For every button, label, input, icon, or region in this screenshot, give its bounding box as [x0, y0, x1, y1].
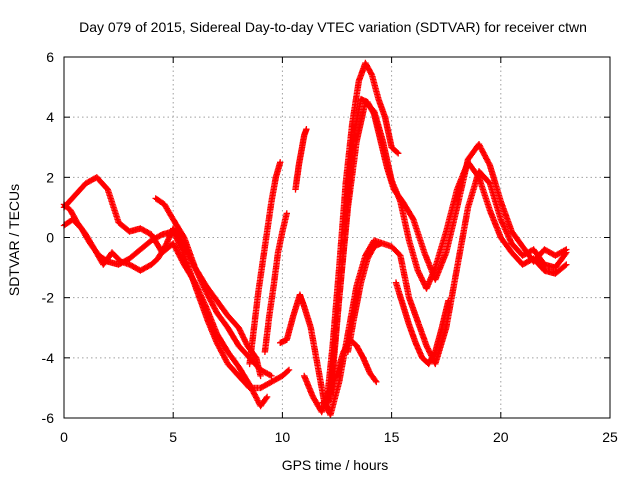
x-axis-label: GPS time / hours [282, 457, 389, 473]
series-track-13 [344, 240, 384, 355]
series-track-6 [261, 210, 290, 355]
data-point-markers [322, 59, 402, 413]
data-point-markers [292, 126, 310, 193]
x-tick-label: 10 [275, 429, 291, 445]
series-track-14 [392, 279, 452, 368]
data-point-markers [261, 210, 290, 355]
y-axis-label: SDTVAR / TECUs [6, 184, 22, 296]
x-tick-label: 0 [60, 429, 68, 445]
data-point-markers [392, 279, 452, 368]
series-track-5 [246, 159, 284, 368]
y-tick-label: 0 [46, 230, 54, 246]
chart-title: Day 079 of 2015, Sidereal Day-to-day VTE… [79, 19, 587, 35]
data-point-markers [246, 159, 284, 368]
x-tick-label: 20 [493, 429, 509, 445]
data-point-markers [277, 168, 570, 419]
y-tick-label: -6 [42, 410, 55, 426]
series-track-7 [292, 126, 310, 193]
series-track-11 [322, 59, 402, 413]
y-tick-label: 2 [46, 169, 54, 185]
y-tick-label: -4 [42, 350, 55, 366]
tick-label-layer: 0 5 10 15 20 25 -6 -4 -2 0 2 4 6 [42, 49, 618, 445]
x-tick-label: 5 [169, 429, 177, 445]
x-tick-label: 25 [602, 429, 618, 445]
series-track-8 [277, 168, 570, 419]
x-tick-label: 15 [384, 429, 400, 445]
y-tick-label: -2 [42, 290, 55, 306]
y-tick-label: 6 [46, 49, 54, 65]
tick-layer [63, 56, 611, 419]
y-tick-label: 4 [46, 109, 54, 125]
data-point-markers [344, 240, 384, 355]
